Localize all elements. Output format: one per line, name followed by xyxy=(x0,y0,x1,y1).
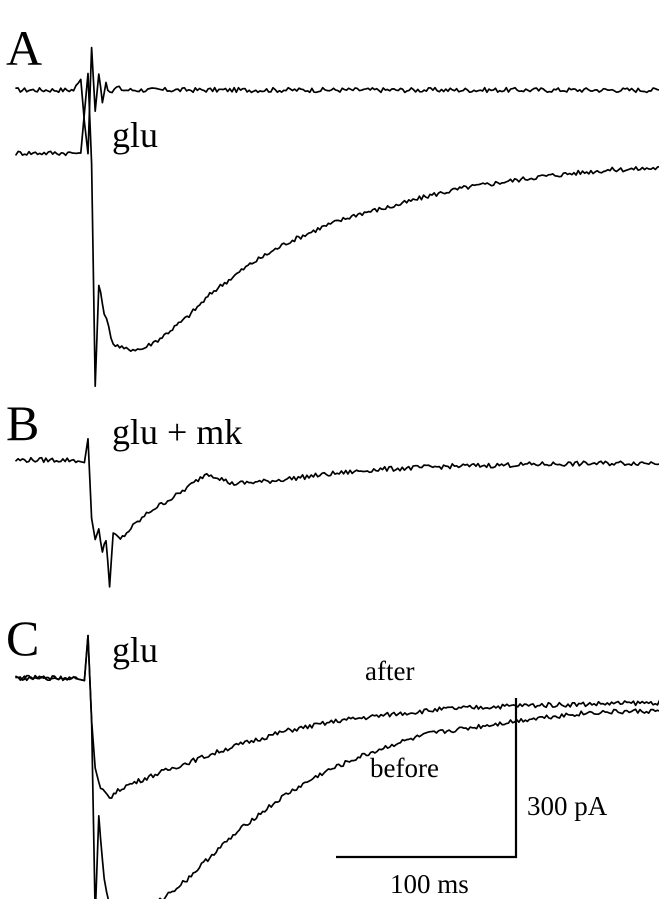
scale-bar-lines xyxy=(336,698,518,859)
scale-bar: 300 pA 100 ms xyxy=(336,698,608,899)
panel-b-trace-1 xyxy=(15,437,659,588)
panel-c: C glu after before xyxy=(6,610,659,899)
panel-a-condition-label: glu xyxy=(112,115,158,155)
panel-a-trace-2 xyxy=(15,72,659,388)
panel-a-letter: A xyxy=(6,20,42,76)
panel-b-condition-label: glu + mk xyxy=(112,412,242,452)
panel-c-trace-after xyxy=(15,634,659,799)
scale-bar-y-label: 300 pA xyxy=(527,791,608,821)
panel-b-letter: B xyxy=(6,395,39,451)
panel-c-after-label: after xyxy=(365,656,414,686)
panel-c-before-label: before xyxy=(370,753,439,783)
panel-a-trace-1 xyxy=(15,46,659,155)
panel-b: B glu + mk xyxy=(6,395,659,588)
panel-a: A glu xyxy=(6,20,659,388)
panel-c-letter: C xyxy=(6,610,39,666)
panel-c-condition-label: glu xyxy=(112,630,158,670)
panel-c-trace-before xyxy=(15,634,659,899)
scale-bar-x-label: 100 ms xyxy=(390,869,469,899)
